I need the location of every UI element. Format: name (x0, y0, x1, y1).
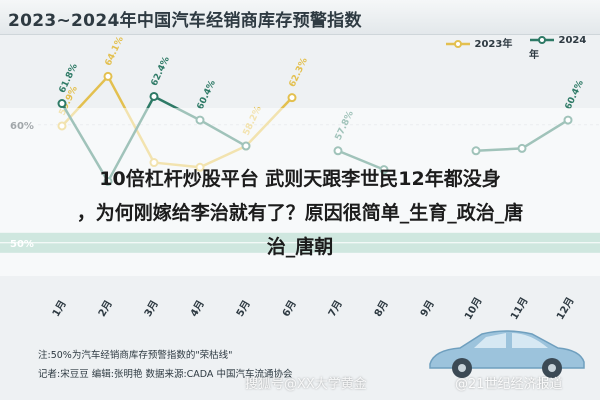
legend-swatch-2023 (446, 40, 470, 48)
footer: 注:50%为汽车经销商库存预警指数的"荣枯线" 记者:宋豆豆 编辑:张明艳 数据… (38, 346, 292, 384)
legend-label-2023: 2023年 (474, 39, 513, 50)
footer-note: 注:50%为汽车经销商库存预警指数的"荣枯线" (38, 350, 233, 361)
data-label: 62.3% (288, 56, 310, 89)
overlay-band (0, 108, 600, 276)
legend-swatch-2024 (530, 36, 554, 44)
x-tick-label: 10月 (462, 295, 484, 322)
x-tick-label: 6月 (280, 298, 299, 319)
overlay-line-3: 治_唐朝 (266, 236, 334, 258)
data-point (57, 99, 67, 109)
data-label: 60.4% (564, 79, 586, 112)
x-tick-label: 3月 (142, 298, 161, 319)
x-tick-label: 5月 (234, 298, 253, 319)
car-illustration-icon (429, 330, 585, 378)
x-tick-label: 11月 (508, 295, 530, 322)
overlay-line-1: 10倍杠杆炒股平台 武则天跟李世民12年都没身 (99, 168, 501, 190)
title-bar: 2023~2024年中国汽车经销商库存预警指数 (0, 0, 600, 35)
watermark: 搜狐号@XX大学黄金 (245, 377, 367, 392)
brand-watermark: @21世纪经济报道 (455, 377, 563, 392)
data-point (287, 93, 297, 103)
overlay-headline: 10倍杠杆炒股平台 武则天跟李世民12年都没身 ，为何刚嫁给李治就有了？原因很简… (0, 162, 600, 264)
data-label: 64.1% (104, 35, 126, 68)
legend: 2023年 2024年 (445, 35, 595, 61)
x-tick-label: 12月 (554, 295, 576, 322)
data-label: 62.4% (150, 55, 172, 88)
legend-item-2023: 2023年 (445, 35, 512, 50)
data-point (103, 71, 113, 81)
legend-label-2024: 2024年 (529, 35, 587, 61)
data-label: 60.4% (196, 79, 218, 112)
x-tick-label: 4月 (188, 298, 207, 319)
chart-title: 2023~2024年中国汽车经销商库存预警指数 (8, 11, 362, 31)
footer-credits: 记者:宋豆豆 编辑:张明艳 数据来源:CADA 中国汽车流通协会 (38, 369, 293, 380)
overlay-line-2: ，为何刚嫁给李治就有了？原因很简单_生育_政治_唐 (76, 202, 524, 224)
x-tick-label: 8月 (372, 298, 391, 319)
x-tick-label: 2月 (96, 298, 115, 319)
x-tick-label: 7月 (326, 298, 345, 319)
legend-item-2024: 2024年 (529, 35, 595, 61)
data-point (149, 91, 159, 101)
x-tick-label: 9月 (418, 298, 437, 319)
x-tick-label: 1月 (50, 298, 69, 319)
